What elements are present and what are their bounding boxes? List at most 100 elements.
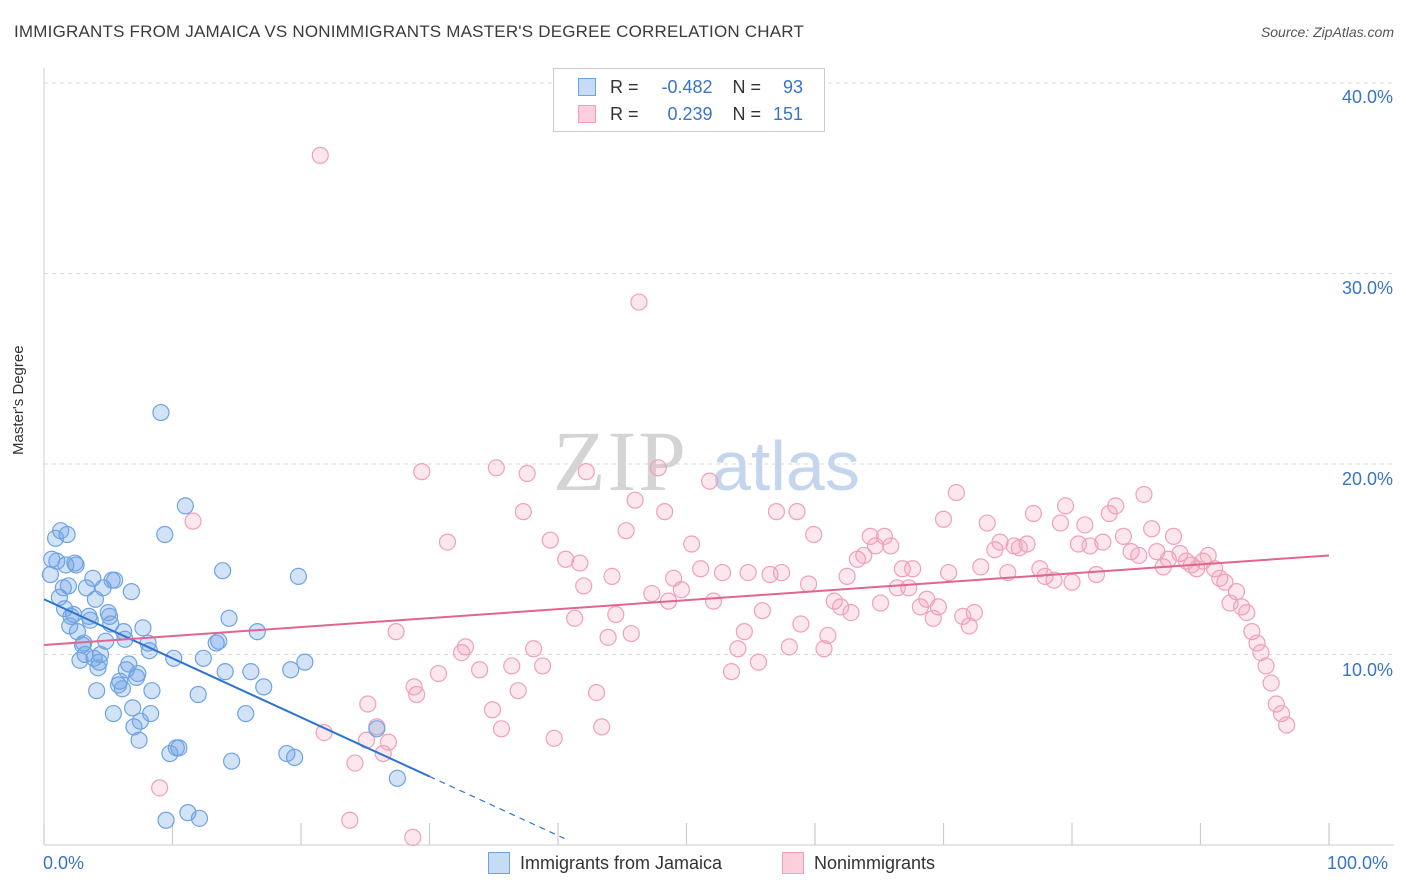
stats-legend: R = -0.482 N = 93 R = 0.239 N = 151 — [553, 68, 825, 132]
x-tick-label: 0.0% — [43, 853, 85, 873]
data-point-nonimmigrants — [683, 535, 701, 553]
trend-line-nonimmigrants — [43, 554, 1330, 646]
data-point-nonimmigrants — [1107, 497, 1125, 515]
data-point-nonimmigrants — [934, 510, 953, 528]
data-point-nonimmigrants — [1267, 695, 1285, 713]
data-point-nonimmigrants — [656, 503, 674, 521]
data-point-nonimmigrants — [805, 525, 823, 544]
data-point-nonimmigrants — [341, 811, 359, 829]
n-label: N = — [732, 103, 762, 124]
x-tick-label: 100.0% — [1327, 853, 1389, 873]
data-point-jamaica — [88, 682, 106, 700]
legend-label: Immigrants from Jamaica — [520, 852, 723, 873]
data-point-jamaica — [143, 682, 161, 700]
r-label: R = — [610, 103, 639, 124]
data-point-nonimmigrants — [566, 609, 584, 627]
data-point-nonimmigrants — [603, 567, 621, 585]
data-point-nonimmigrants — [713, 563, 732, 582]
pink-swatch-icon — [578, 105, 596, 123]
n-value: 93 — [783, 76, 804, 97]
data-point-nonimmigrants — [1277, 716, 1296, 734]
data-point-nonimmigrants — [1010, 539, 1028, 557]
data-point-nonimmigrants — [151, 779, 169, 797]
data-point-nonimmigrants — [557, 550, 575, 568]
data-point-nonimmigrants — [749, 653, 768, 671]
data-point-nonimmigrants — [184, 512, 202, 530]
data-point-nonimmigrants — [875, 527, 893, 545]
data-point-nonimmigrants — [607, 605, 625, 624]
data-point-jamaica — [113, 680, 131, 698]
data-point-jamaica — [248, 623, 266, 641]
data-point-nonimmigrants — [1238, 603, 1256, 622]
data-point-jamaica — [157, 811, 175, 829]
data-point-nonimmigrants — [492, 720, 511, 738]
r-value: -0.482 — [661, 76, 713, 97]
data-point-jamaica — [152, 403, 170, 422]
data-point-jamaica — [210, 632, 228, 650]
data-point-nonimmigrants — [1056, 497, 1075, 515]
data-point-nonimmigrants — [1143, 520, 1161, 538]
trend-line-jamaica — [43, 598, 430, 778]
data-point-jamaica — [190, 809, 209, 827]
legend-label: Nonimmigrants — [814, 852, 936, 873]
data-point-nonimmigrants — [524, 640, 543, 658]
data-point-nonimmigrants — [408, 685, 426, 704]
data-point-nonimmigrants — [593, 718, 611, 736]
data-point-jamaica — [189, 685, 207, 704]
data-point-nonimmigrants — [729, 640, 747, 658]
data-point-jamaica — [156, 525, 174, 544]
data-point-nonimmigrants — [940, 563, 958, 582]
data-point-nonimmigrants — [533, 657, 552, 675]
data-point-nonimmigrants — [1087, 565, 1106, 584]
data-point-nonimmigrants — [788, 503, 806, 521]
data-point-jamaica — [77, 579, 96, 597]
data-point-nonimmigrants — [792, 615, 810, 633]
data-point-jamaica — [134, 619, 152, 637]
data-point-nonimmigrants — [1024, 504, 1043, 523]
data-point-nonimmigrants — [483, 701, 502, 719]
data-point-jamaica — [214, 562, 232, 580]
data-point-nonimmigrants — [1216, 573, 1234, 591]
data-point-nonimmigrants — [739, 563, 757, 582]
data-point-nonimmigrants — [1206, 560, 1224, 578]
n-label: N = — [732, 76, 762, 97]
data-point-jamaica — [124, 699, 142, 717]
source-label: Source: ZipAtlas.com — [1260, 24, 1394, 40]
data-point-nonimmigrants — [772, 563, 791, 582]
data-point-nonimmigrants — [438, 533, 457, 551]
data-point-nonimmigrants — [978, 514, 996, 532]
data-point-jamaica — [130, 731, 148, 749]
data-point-nonimmigrants — [882, 537, 900, 555]
data-point-nonimmigrants — [413, 463, 431, 481]
data-point-nonimmigrants — [541, 531, 559, 549]
data-point-nonimmigrants — [622, 624, 640, 643]
data-point-jamaica — [368, 720, 386, 738]
data-point-jamaica — [285, 748, 304, 766]
data-point-jamaica — [220, 609, 238, 627]
data-point-nonimmigrants — [429, 664, 448, 683]
data-point-nonimmigrants — [855, 546, 873, 565]
data-point-nonimmigrants — [838, 567, 856, 585]
data-point-nonimmigrants — [1248, 634, 1266, 652]
data-point-nonimmigrants — [617, 522, 635, 540]
data-point-nonimmigrants — [692, 560, 710, 578]
data-point-nonimmigrants — [672, 581, 690, 599]
data-point-nonimmigrants — [735, 623, 753, 641]
chart-title: IMMIGRANTS FROM JAMAICA VS NONIMMIGRANTS… — [14, 22, 805, 41]
trend-line-jamaica-extension — [429, 775, 565, 839]
data-point-jamaica — [48, 552, 66, 570]
legend-row-jamaica: R = -0.482 N = 93 — [578, 76, 803, 98]
data-point-nonimmigrants — [456, 638, 475, 656]
y-tick-label: 10.0% — [1341, 660, 1393, 680]
data-point-nonimmigrants — [1076, 516, 1094, 534]
data-point-nonimmigrants — [509, 682, 527, 700]
legend-row-nonimmigrants: R = 0.239 N = 151 — [578, 103, 803, 125]
data-point-nonimmigrants — [722, 663, 741, 681]
data-point-nonimmigrants — [587, 683, 606, 702]
blue-swatch-icon — [578, 78, 596, 96]
data-point-nonimmigrants — [1045, 571, 1063, 589]
r-label: R = — [610, 76, 639, 97]
data-point-jamaica — [242, 663, 260, 681]
data-point-nonimmigrants — [753, 602, 771, 620]
watermark-atlas: atlas — [712, 427, 860, 505]
